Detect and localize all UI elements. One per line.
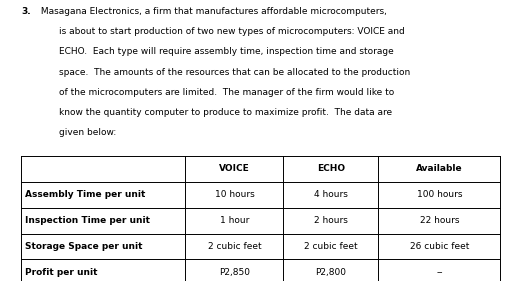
- Text: VOICE: VOICE: [219, 164, 250, 173]
- Text: Profit per unit: Profit per unit: [25, 268, 98, 277]
- Text: 2 cubic feet: 2 cubic feet: [304, 242, 358, 251]
- Text: Inspection Time per unit: Inspection Time per unit: [25, 216, 150, 225]
- Text: know the quantity computer to produce to maximize profit.  The data are: know the quantity computer to produce to…: [59, 108, 393, 117]
- Text: 22 hours: 22 hours: [420, 216, 459, 225]
- Text: Assembly Time per unit: Assembly Time per unit: [25, 190, 145, 199]
- Text: is about to start production of two new types of microcomputers: VOICE and: is about to start production of two new …: [59, 27, 405, 36]
- Text: of the microcomputers are limited.  The manager of the firm would like to: of the microcomputers are limited. The m…: [59, 88, 395, 97]
- Text: 26 cubic feet: 26 cubic feet: [410, 242, 469, 251]
- Text: 2 cubic feet: 2 cubic feet: [208, 242, 261, 251]
- Text: ECHO: ECHO: [317, 164, 345, 173]
- Text: 1 hour: 1 hour: [220, 216, 249, 225]
- Text: 10 hours: 10 hours: [214, 190, 255, 199]
- Text: Available: Available: [416, 164, 463, 173]
- Text: --: --: [436, 268, 442, 277]
- Text: 4 hours: 4 hours: [314, 190, 348, 199]
- Text: Storage Space per unit: Storage Space per unit: [25, 242, 142, 251]
- Text: Masagana Electronics, a firm that manufactures affordable microcomputers,: Masagana Electronics, a firm that manufa…: [38, 7, 387, 16]
- Text: 2 hours: 2 hours: [314, 216, 348, 225]
- Text: 3.: 3.: [21, 7, 31, 16]
- Text: given below:: given below:: [59, 128, 117, 137]
- Text: P2,850: P2,850: [219, 268, 250, 277]
- Text: ECHO.  Each type will require assembly time, inspection time and storage: ECHO. Each type will require assembly ti…: [59, 47, 394, 56]
- Text: space.  The amounts of the resources that can be allocated to the production: space. The amounts of the resources that…: [59, 68, 410, 77]
- Text: 100 hours: 100 hours: [417, 190, 462, 199]
- Text: P2,800: P2,800: [315, 268, 346, 277]
